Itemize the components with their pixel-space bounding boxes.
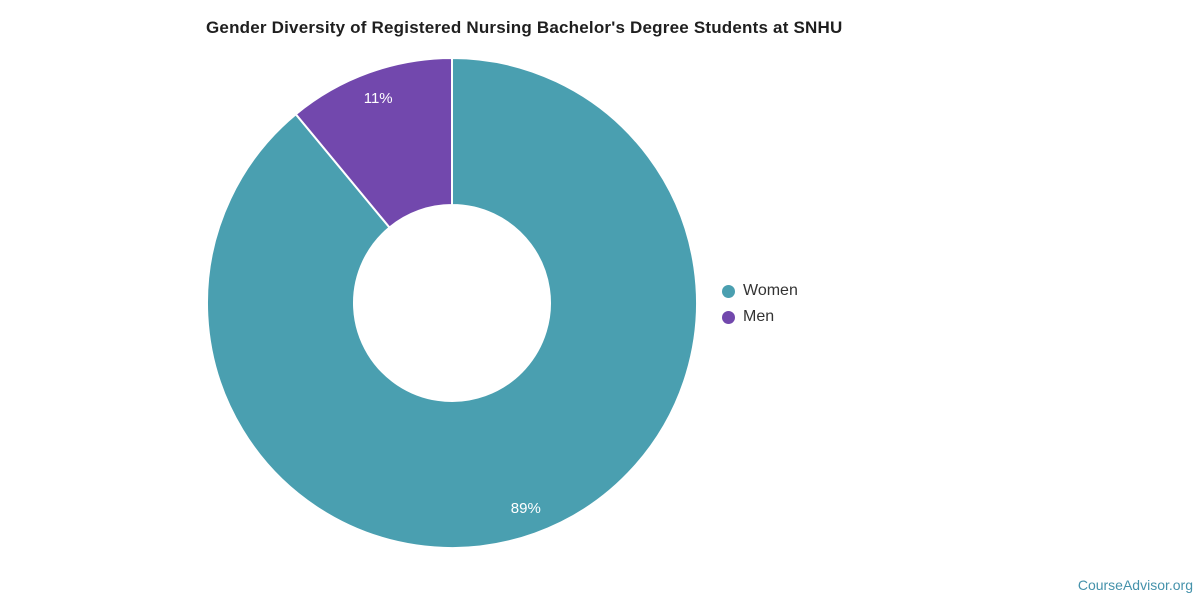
slice-label-men: 11%: [364, 90, 393, 107]
pie-slice-men[interactable]: [294, 57, 453, 229]
legend-item-men[interactable]: Men: [722, 304, 798, 330]
chart-title: Gender Diversity of Registered Nursing B…: [206, 18, 843, 37]
legend: Women Men: [722, 278, 798, 330]
donut-slices: [206, 57, 698, 549]
legend-marker-women: [722, 284, 735, 298]
watermark-link[interactable]: CourseAdvisor.org: [1077, 577, 1193, 593]
donut-slice-labels: 89% 11%: [364, 90, 541, 517]
legend-marker-men: [722, 310, 735, 324]
pie-slice-women[interactable]: [206, 57, 698, 549]
legend-label-men: Men: [743, 308, 775, 325]
legend-item-women[interactable]: Women: [722, 278, 798, 304]
slice-label-women: 89%: [511, 500, 541, 517]
legend-label-women: Women: [743, 282, 798, 299]
